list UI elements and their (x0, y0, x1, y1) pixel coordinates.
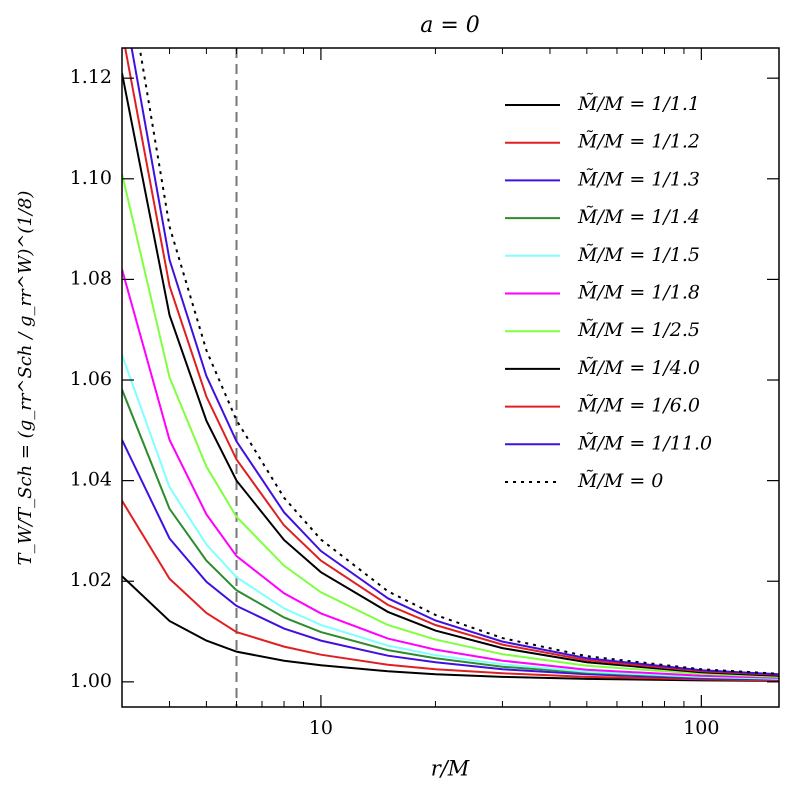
legend-label: M̃/M = 1/6.0 (577, 394, 700, 416)
legend-label: M̃/M = 1/11.0 (577, 432, 712, 454)
series-line (122, 439, 779, 681)
y-tick-label: 1.00 (70, 670, 112, 692)
y-axis-label: T_W/T_Sch = (g_rr^Sch / g_rr^W)^(1/8) (15, 191, 36, 566)
x-tick-label: 100 (683, 717, 719, 739)
legend-label: M̃/M = 0 (577, 470, 663, 492)
y-tick-label: 1.04 (70, 469, 112, 491)
legend-label: M̃/M = 1/1.8 (577, 281, 700, 303)
series-line (122, 269, 779, 679)
legend-label: M̃/M = 1/2.5 (577, 319, 700, 341)
series-line (138, 48, 779, 675)
series-line (122, 354, 779, 680)
legend-label: M̃/M = 1/1.1 (577, 93, 700, 115)
y-tick-label: 1.06 (70, 368, 112, 390)
plot-frame (121, 47, 780, 708)
series-line (122, 500, 779, 682)
legend-label: M̃/M = 1/1.5 (577, 243, 700, 265)
legend-label: M̃/M = 1/1.3 (577, 168, 700, 190)
y-tick-label: 1.02 (70, 569, 112, 591)
series-line (130, 48, 779, 676)
y-tick-label: 1.12 (70, 66, 112, 88)
chart-title: a = 0 (420, 13, 480, 38)
series-line (122, 72, 779, 677)
legend-label: M̃/M = 1/1.4 (577, 206, 700, 228)
y-tick-label: 1.10 (70, 167, 112, 189)
legend-label: M̃/M = 1/1.2 (577, 130, 700, 152)
x-axis-label: r/M (431, 757, 470, 781)
series-line (122, 575, 779, 682)
series-group (122, 48, 779, 707)
x-tick-label: 10 (309, 717, 333, 739)
legend-label: M̃/M = 1/4.0 (577, 356, 700, 378)
series-line (122, 173, 779, 678)
series-line (124, 48, 779, 676)
y-tick-label: 1.08 (70, 267, 112, 289)
plot-area (122, 48, 779, 707)
